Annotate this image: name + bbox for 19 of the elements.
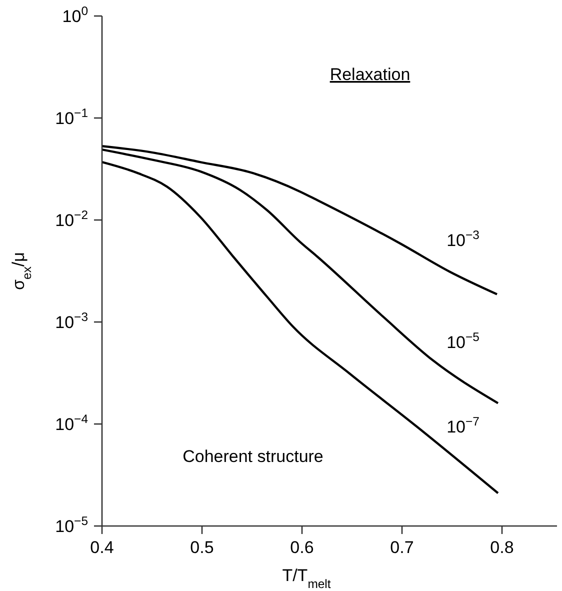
annotation: Relaxation <box>330 65 410 84</box>
y-tick-label: 10$^{0}$ <box>62 4 88 26</box>
x-tick-label: 0.5 <box>190 538 214 557</box>
y-tick-label: 10$^{−1}$ <box>55 106 88 128</box>
y-tick-label: 10$^{−3}$ <box>55 310 88 332</box>
x-axis-title: T/T$_{melt}$ <box>282 566 332 591</box>
y-tick-label: 10$^{−5}$ <box>55 514 88 536</box>
x-tick-label: 0.4 <box>90 538 114 557</box>
series-label: 10$^{−5}$ <box>446 330 480 352</box>
y-tick-label: 10$^{−2}$ <box>55 208 88 230</box>
y-tick-label: 10$^{−4}$ <box>55 412 88 434</box>
x-tick-label: 0.8 <box>490 538 514 557</box>
series-label: 10$^{−7}$ <box>446 414 480 436</box>
x-tick-label: 0.6 <box>290 538 314 557</box>
annotation: Coherent structure <box>182 447 324 466</box>
x-tick-label: 0.7 <box>390 538 414 557</box>
series-label: 10$^{−3}$ <box>446 228 480 250</box>
line-series <box>100 160 500 494</box>
line-series <box>100 148 500 404</box>
